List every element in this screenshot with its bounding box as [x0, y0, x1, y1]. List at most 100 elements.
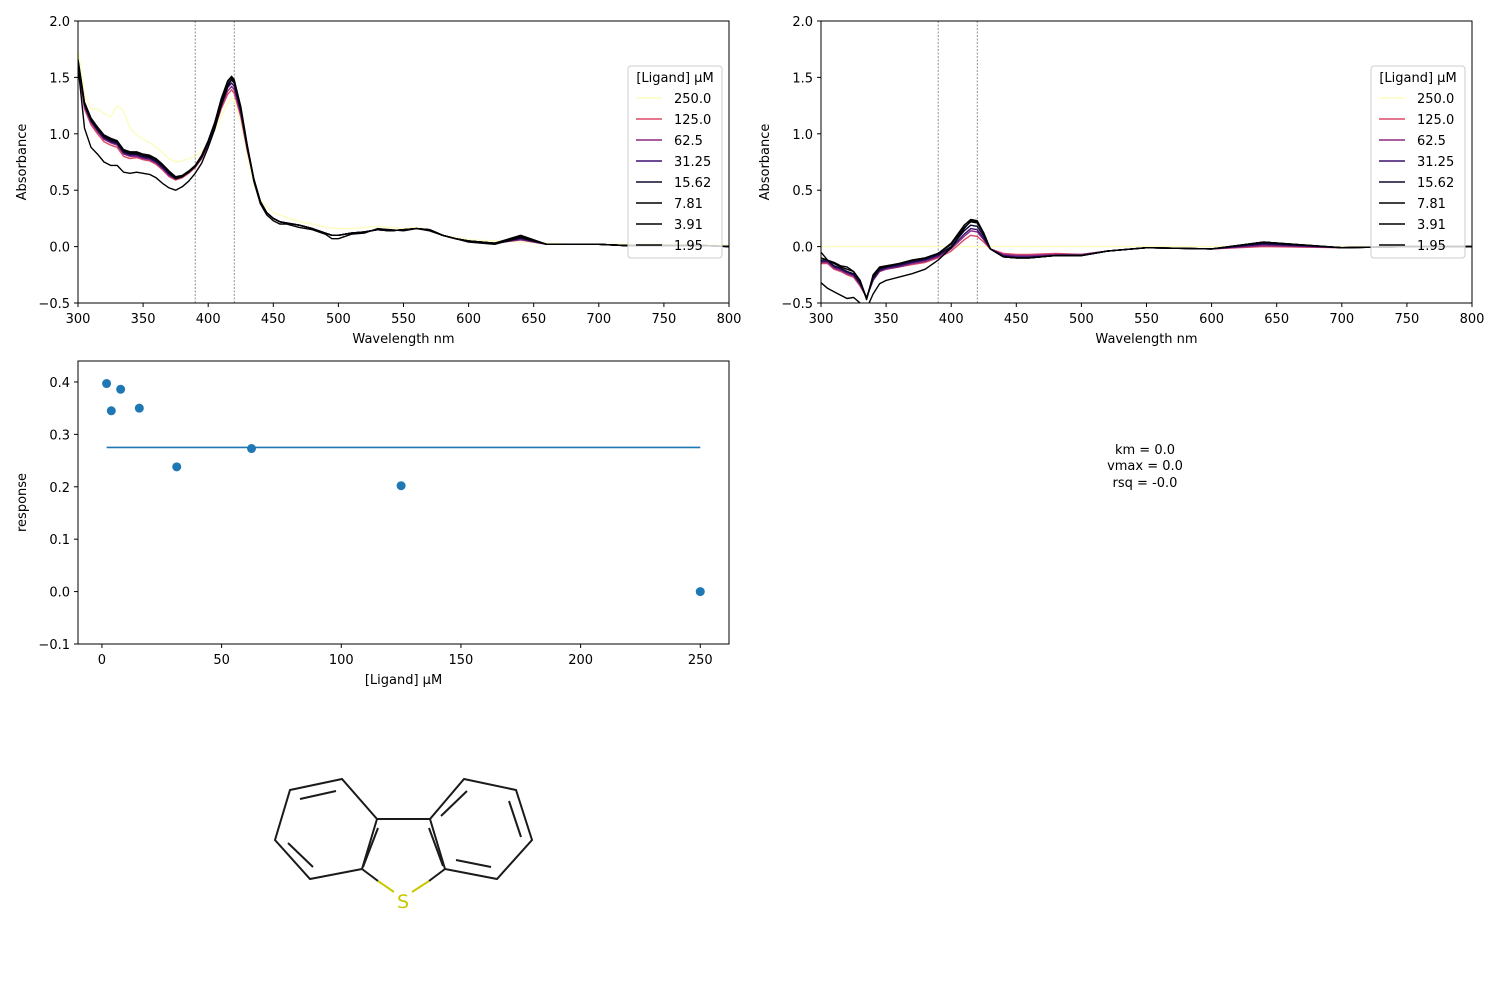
legend-entry-label: 125.0	[1417, 113, 1454, 128]
sulfur-bond-left	[361, 868, 379, 882]
y-tick-label: −0.5	[38, 297, 70, 312]
x-tick-label: 350	[131, 312, 156, 327]
x-tick-label: 550	[391, 312, 416, 327]
y-tick-label: 0.4	[49, 376, 70, 391]
plot-area	[821, 21, 1472, 303]
x-tick-label: 400	[939, 312, 964, 327]
x-tick-label: 100	[329, 653, 354, 668]
legend-entry-label: 31.25	[674, 155, 711, 170]
y-tick-label: −0.5	[781, 297, 813, 312]
legend-entry-label: 62.5	[1417, 134, 1446, 149]
x-tick-label: 250	[688, 653, 713, 668]
x-tick-label: 700	[586, 312, 611, 327]
y-tick-label: 0.0	[49, 241, 70, 256]
y-tick-label: 0.5	[49, 184, 70, 199]
legend-entry-label: 1.95	[674, 239, 703, 254]
response-scatter-panel: 0 50 100 150 200 250 −0.1 0.0 0.1 0.2 0.3 0.4 [Ligan…	[15, 360, 730, 688]
legend-box	[627, 65, 723, 259]
legend-entry-label: 31.25	[1417, 155, 1454, 170]
sulfur-atom-label: S	[397, 891, 409, 913]
x-tick-label: 150	[449, 653, 474, 668]
legend-entry-label: 7.81	[1417, 197, 1446, 212]
data-point	[106, 406, 116, 416]
left-ring-inner-bonds	[287, 790, 379, 868]
x-axis-label: Wavelength nm	[352, 332, 454, 347]
x-tick-label: 500	[326, 312, 351, 327]
x-tick-label: 550	[1134, 312, 1159, 327]
right-ring-inner-bonds	[428, 790, 522, 868]
series-line-7	[821, 219, 1472, 303]
y-tick-label: 2.0	[792, 15, 813, 30]
x-tick-label: 300	[809, 312, 834, 327]
y-tick-label: 1.5	[792, 71, 813, 86]
x-tick-label: 450	[1004, 312, 1029, 327]
x-tick-label: 400	[196, 312, 221, 327]
x-tick-label: 800	[1460, 312, 1485, 327]
fit-km-text: km = 0.0	[1115, 443, 1175, 458]
data-point	[396, 481, 406, 491]
y-tick-label: 1.0	[792, 128, 813, 143]
legend-entry-label: 125.0	[674, 113, 711, 128]
x-axis-label: Wavelength nm	[1095, 332, 1197, 347]
legend-entry-label: 1.95	[1417, 239, 1446, 254]
legend-entry-label: 250.0	[1417, 92, 1454, 107]
y-tick-label: 0.1	[49, 533, 70, 548]
y-tick-label: 0.5	[792, 184, 813, 199]
y-tick-label: −0.1	[38, 638, 70, 653]
x-tick-label: 700	[1329, 312, 1354, 327]
fit-results-text: km = 0.0 vmax = 0.0 rsq = -0.0	[1107, 443, 1183, 491]
legend-title: [Ligand] µM	[1379, 71, 1456, 86]
legend-entry-label: 3.91	[1417, 218, 1446, 233]
y-tick-label: 0.0	[49, 586, 70, 601]
molecule-structure: S	[273, 777, 534, 913]
legend-title: [Ligand] µM	[636, 71, 713, 86]
y-tick-label: 2.0	[49, 15, 70, 30]
y-tick-label: 1.0	[49, 128, 70, 143]
sulfur-bond-left-color	[377, 880, 395, 893]
data-point	[102, 379, 112, 389]
legend-entry-label: 62.5	[674, 134, 703, 149]
y-axis-label: Absorbance	[758, 124, 773, 201]
plot-area	[78, 21, 729, 303]
legend-entry-label: 15.62	[674, 176, 711, 191]
legend-entry-label: 7.81	[674, 197, 703, 212]
x-axis-label: [Ligand] µM	[365, 673, 442, 688]
data-point	[695, 587, 705, 597]
y-axis-label: Absorbance	[15, 124, 30, 201]
legend: [Ligand] µM 250.0 125.0 62.5 31.25 15.62 7.81 3…	[627, 65, 723, 259]
data-point	[172, 462, 182, 472]
x-tick-label: 750	[651, 312, 676, 327]
x-tick-label: 200	[568, 653, 593, 668]
x-tick-label: 600	[456, 312, 481, 327]
y-axis-label: response	[15, 473, 30, 532]
x-tick-label: 300	[66, 312, 91, 327]
fit-vmax-text: vmax = 0.0	[1107, 459, 1183, 474]
legend-entry-label: 15.62	[1417, 176, 1454, 191]
y-tick-label: 1.5	[49, 71, 70, 86]
spectrum-difference-panel: 300 350 400 450 500 550 600 650 700 750 800 −0.5 0.0…	[758, 15, 1484, 347]
x-tick-label: 800	[717, 312, 742, 327]
sulfur-bond-right	[428, 868, 446, 882]
fit-rsq-text: rsq = -0.0	[1113, 476, 1178, 491]
x-tick-label: 350	[874, 312, 899, 327]
legend: [Ligand] µM 250.0 125.0 62.5 31.25 15.62 7.81 3…	[1370, 65, 1466, 259]
legend-box	[1370, 65, 1466, 259]
sulfur-bond-right-color	[411, 880, 430, 893]
y-tick-label: 0.3	[49, 428, 70, 443]
x-tick-label: 50	[213, 653, 230, 668]
x-tick-label: 500	[1069, 312, 1094, 327]
x-tick-label: 650	[1264, 312, 1289, 327]
data-point	[247, 444, 257, 454]
x-tick-label: 750	[1394, 312, 1419, 327]
x-tick-label: 450	[261, 312, 286, 327]
y-tick-label: 0.0	[792, 241, 813, 256]
legend-entry-label: 3.91	[674, 218, 703, 233]
axes-frame	[77, 360, 730, 645]
data-point	[116, 384, 126, 394]
x-tick-label: 650	[521, 312, 546, 327]
data-point	[134, 403, 144, 413]
x-tick-label: 0	[98, 653, 106, 668]
legend-entry-label: 250.0	[674, 92, 711, 107]
spectrum-absorbance-panel: 300 350 400 450 500 550 600 650 700 750 800 −0.5 0.0…	[15, 15, 741, 347]
